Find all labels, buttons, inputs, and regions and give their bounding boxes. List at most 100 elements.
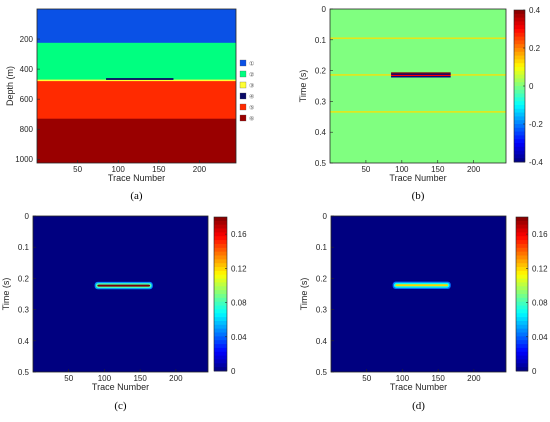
colorbar-segment <box>516 224 528 229</box>
y-tick-label: 0.2 <box>18 274 30 283</box>
colorbar-tick-label: 0 <box>231 367 236 376</box>
axes-frame <box>329 8 507 164</box>
colorbar-tick-label: 0.12 <box>231 264 247 273</box>
colorbar-segment <box>514 25 525 30</box>
layer-2 <box>37 42 236 80</box>
x-tick-label: 200 <box>193 165 207 174</box>
colorbar-frame <box>213 216 228 372</box>
panel-caption: (d) <box>412 400 425 412</box>
colorbar-segment <box>214 344 227 349</box>
colorbar-segment <box>214 236 227 241</box>
colorbar-segment <box>514 131 525 136</box>
colorbar-segment <box>516 270 528 276</box>
y-tick-label: 0.5 <box>316 368 328 377</box>
colorbar-segment <box>514 93 525 98</box>
colorbar-segment <box>214 282 227 287</box>
colorbar-segment <box>516 351 528 356</box>
colorbar-segment <box>214 301 227 306</box>
axes-frame <box>36 8 237 164</box>
y-tick-label: 0 <box>323 212 328 221</box>
colorbar-tick-label: 0.08 <box>532 299 548 308</box>
x-tick-label: 150 <box>152 165 166 174</box>
colorbar-segment <box>516 243 528 249</box>
colorbar-segment <box>214 278 227 283</box>
layer-6 <box>37 118 236 163</box>
colorbar-segment <box>514 70 525 75</box>
colorbar-segment <box>214 274 227 279</box>
colorbar-segment <box>214 320 227 326</box>
colorbar-segment <box>214 328 227 333</box>
y-tick-label: 400 <box>20 65 34 74</box>
colorbar-segment <box>514 40 525 45</box>
layer-5 <box>37 81 236 119</box>
colorbar-segment <box>214 270 227 276</box>
colorbar-segment <box>516 286 528 291</box>
colorbar-segment <box>516 255 528 260</box>
y-axis-label: Time (s) <box>1 278 11 311</box>
colorbar-segment <box>514 101 525 106</box>
panel-caption: (a) <box>130 190 143 202</box>
colorbar-segment <box>214 240 227 245</box>
colorbar-tick-label: -0.2 <box>529 120 543 129</box>
y-tick-label: 0.1 <box>315 36 327 45</box>
colorbar-segment <box>516 328 528 333</box>
colorbar-segment <box>514 108 525 113</box>
colorbar-segment <box>214 309 227 314</box>
legend-swatch <box>239 103 247 111</box>
y-tick-label: 0.1 <box>316 243 328 252</box>
colorbar-tick-label: 0.16 <box>231 230 247 239</box>
legend-label: ② <box>249 72 254 79</box>
plot-area <box>331 216 506 372</box>
y-tick-label: 0.5 <box>315 159 327 168</box>
y-tick-label: 200 <box>20 35 34 44</box>
background <box>33 216 208 372</box>
legend-label: ⑤ <box>249 105 254 112</box>
x-tick-label: 50 <box>362 374 371 383</box>
x-axis-label: Trace Number <box>389 173 446 183</box>
colorbar-tick-label: 0.08 <box>231 299 247 308</box>
colorbar-segment <box>214 367 227 372</box>
panel-d: 50 100 150 200 0 0.1 0.2 0.3 0.4 0.5 Trace Number T… <box>299 212 548 412</box>
colorbar-segment <box>514 105 525 110</box>
plot-area <box>330 9 506 163</box>
colorbar-segment <box>214 336 227 341</box>
colorbar-tick-label: 0.2 <box>529 44 541 53</box>
x-tick-label: 150 <box>431 374 445 383</box>
colorbar-segment <box>514 29 525 34</box>
colorbar-segment <box>214 217 227 222</box>
colorbar-segment <box>514 124 525 129</box>
colorbar-segment <box>516 259 528 264</box>
colorbar-segment <box>516 228 528 233</box>
colorbar-segment <box>516 317 528 322</box>
lens-event <box>391 76 451 78</box>
colorbar-segment <box>516 367 528 372</box>
colorbar-segment <box>516 363 528 368</box>
colorbar-segment <box>514 158 525 163</box>
colorbar-segment <box>514 63 525 68</box>
colorbar-segment <box>514 112 525 117</box>
legend: ① ② ③ ④ ⑤ ⑥ <box>239 59 254 123</box>
colorbar-segment <box>514 116 525 121</box>
colorbar-segment <box>514 67 525 72</box>
legend-label: ⑥ <box>249 116 254 123</box>
colorbar-segment <box>514 146 525 151</box>
x-tick-label: 100 <box>112 165 126 174</box>
colorbar-segment <box>514 150 525 155</box>
colorbar-segment <box>516 324 528 330</box>
colorbar-segment <box>514 51 525 56</box>
y-tick-label: 1000 <box>15 155 33 164</box>
panel-a: ① ② ③ ④ ⑤ ⑥ 50 100 150 200 200 400 600 800 1000 Trace N… <box>5 8 254 202</box>
layer-4-lens <box>106 78 174 80</box>
colorbar-segment <box>516 305 528 310</box>
colorbar-segment <box>516 340 528 345</box>
legend-swatch <box>239 81 247 89</box>
legend-label: ④ <box>249 94 254 101</box>
colorbar-segment <box>214 305 227 310</box>
colorbar-segment <box>514 13 525 18</box>
panel-b: 50 100 150 200 0 0.1 0.2 0.3 0.4 0.5 Trace Number T… <box>298 5 543 202</box>
y-tick-label: 0.2 <box>315 67 327 76</box>
x-tick-label: 100 <box>396 374 410 383</box>
colorbar-segment <box>514 44 525 49</box>
colorbar-segment <box>516 263 528 268</box>
